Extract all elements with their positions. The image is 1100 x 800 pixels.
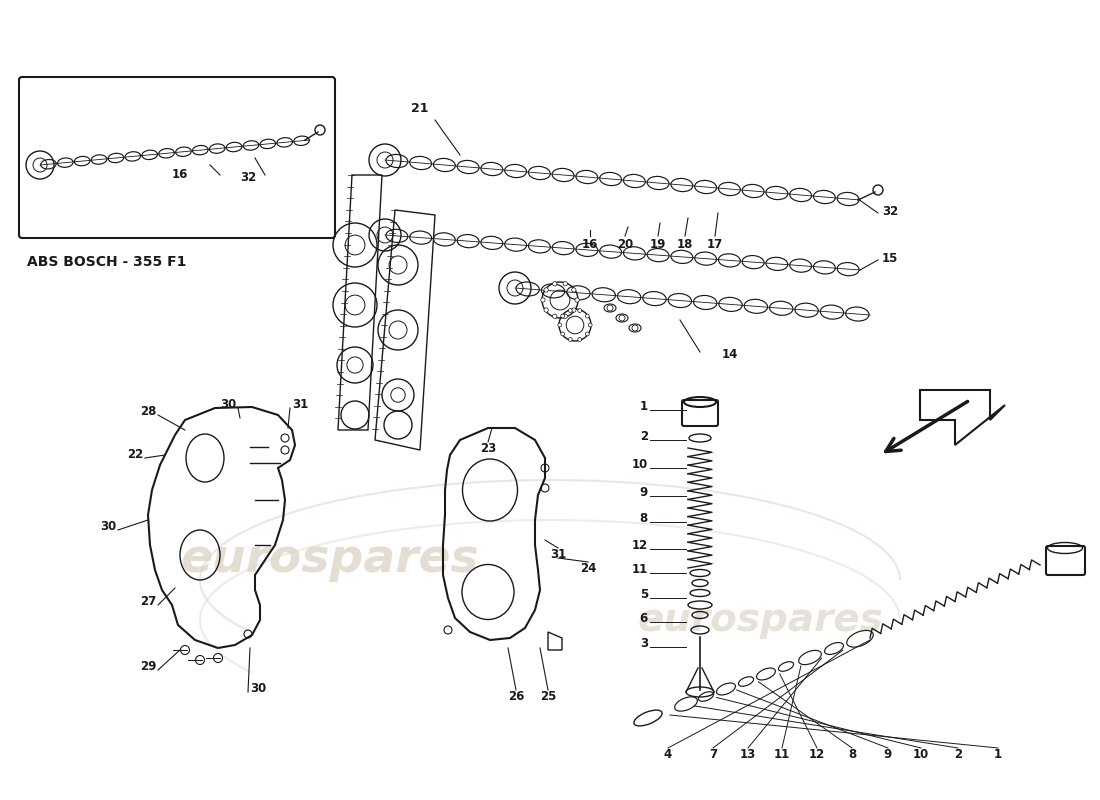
Text: 13: 13	[740, 748, 756, 761]
Text: 11: 11	[631, 563, 648, 576]
Text: 6: 6	[640, 612, 648, 625]
Circle shape	[541, 298, 546, 302]
Circle shape	[561, 332, 564, 336]
Circle shape	[544, 308, 548, 312]
Circle shape	[552, 282, 557, 286]
Text: 11: 11	[774, 748, 790, 761]
Text: 20: 20	[617, 238, 634, 251]
Circle shape	[575, 298, 580, 302]
Circle shape	[558, 323, 562, 327]
Text: 7: 7	[708, 748, 717, 761]
Text: eurospares: eurospares	[180, 538, 480, 582]
Circle shape	[569, 309, 572, 313]
Text: 18: 18	[676, 238, 693, 251]
Circle shape	[563, 282, 568, 286]
Text: 30: 30	[250, 682, 266, 695]
Text: 21: 21	[411, 102, 429, 115]
Text: 12: 12	[631, 539, 648, 552]
Text: 28: 28	[140, 405, 156, 418]
Text: 31: 31	[292, 398, 308, 411]
Circle shape	[563, 314, 568, 318]
Text: 31: 31	[550, 548, 566, 561]
Text: 32: 32	[240, 171, 256, 184]
Text: 1: 1	[640, 400, 648, 413]
Circle shape	[561, 314, 564, 318]
Text: 8: 8	[640, 512, 648, 525]
Text: 9: 9	[640, 486, 648, 499]
Circle shape	[569, 338, 572, 342]
Circle shape	[572, 308, 576, 312]
Text: 16: 16	[172, 168, 188, 181]
Circle shape	[578, 338, 582, 342]
Text: 29: 29	[140, 660, 156, 673]
Text: 14: 14	[722, 348, 738, 361]
Circle shape	[572, 288, 576, 292]
Text: 1: 1	[994, 748, 1002, 761]
Text: 2: 2	[640, 430, 648, 443]
Circle shape	[552, 314, 557, 318]
Text: 10: 10	[913, 748, 930, 761]
Text: 27: 27	[140, 595, 156, 608]
Circle shape	[544, 288, 548, 292]
Text: 12: 12	[808, 748, 825, 761]
Text: 32: 32	[882, 205, 899, 218]
Text: 3: 3	[640, 637, 648, 650]
Text: 19: 19	[650, 238, 667, 251]
Text: 24: 24	[580, 562, 596, 575]
Text: 30: 30	[100, 520, 117, 533]
Text: 5: 5	[640, 588, 648, 601]
Circle shape	[585, 332, 590, 336]
Circle shape	[585, 314, 590, 318]
Text: 22: 22	[126, 448, 143, 461]
Text: 4: 4	[664, 748, 672, 761]
Text: 26: 26	[508, 690, 525, 703]
Text: 16: 16	[582, 238, 598, 251]
Text: 17: 17	[707, 238, 723, 251]
Text: 9: 9	[884, 748, 892, 761]
Text: ABS BOSCH - 355 F1: ABS BOSCH - 355 F1	[28, 255, 186, 269]
Text: eurospares: eurospares	[637, 601, 883, 639]
Text: 23: 23	[480, 442, 496, 455]
Text: 10: 10	[631, 458, 648, 471]
Circle shape	[578, 309, 582, 313]
Text: 2: 2	[954, 748, 962, 761]
Text: 8: 8	[848, 748, 856, 761]
Text: 15: 15	[882, 252, 899, 265]
Text: 25: 25	[540, 690, 557, 703]
Circle shape	[588, 323, 592, 327]
Text: 30: 30	[220, 398, 236, 411]
